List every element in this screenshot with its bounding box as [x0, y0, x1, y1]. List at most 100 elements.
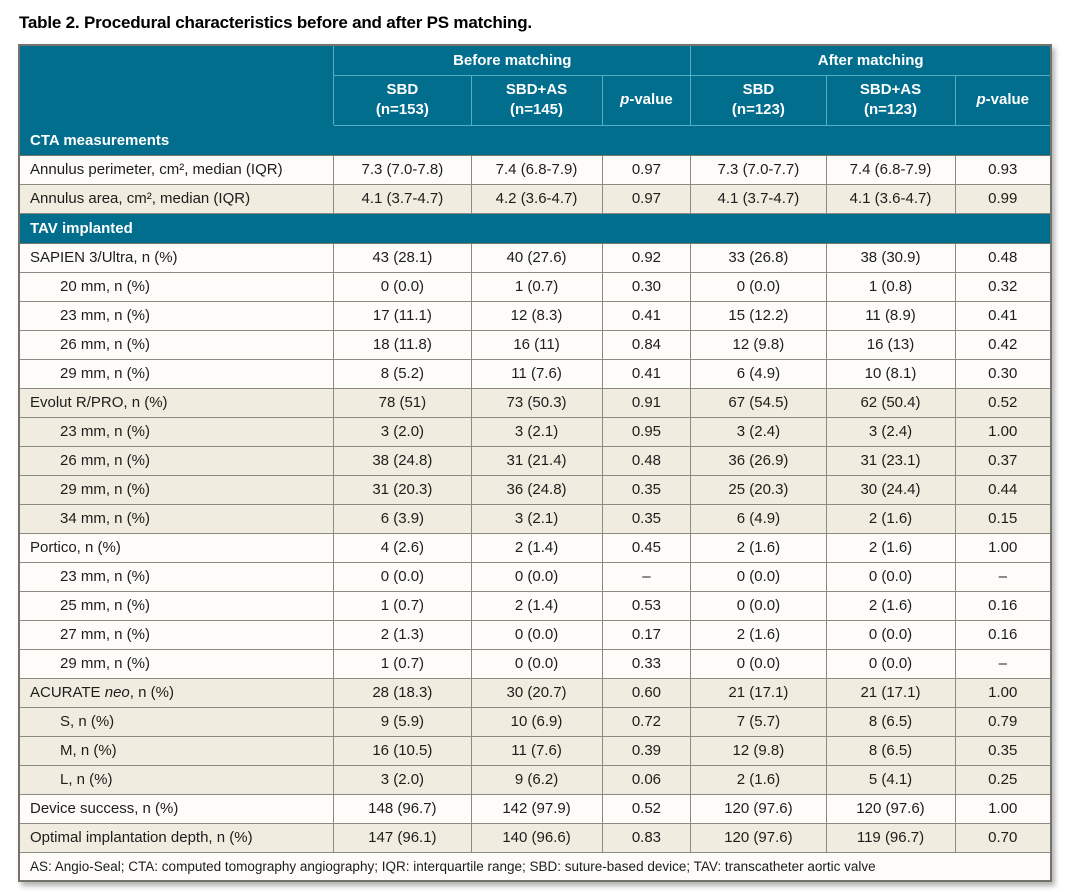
value-cell: 0 (0.0): [470, 648, 603, 679]
procedural-characteristics-table: Before matching After matching SBD (n=153…: [18, 44, 1052, 882]
value-cell: 0 (0.0): [333, 271, 472, 302]
table-row: Evolut R/PRO, n (%) 78 (51) 73 (50.3) 0.91 6…: [18, 387, 1052, 418]
value-cell: 140 (96.6): [470, 822, 603, 853]
value-cell: 120 (97.6): [690, 822, 827, 853]
value-cell: 1.00: [954, 532, 1052, 563]
value-cell: 2 (1.6): [825, 503, 956, 534]
abbreviations-footnote: AS: Angio-Seal; CTA: computed tomography…: [18, 851, 1052, 881]
table-row: 26 mm, n (%) 18 (11.8) 16 (11) 0.84 12 (9.8)…: [18, 329, 1052, 360]
value-cell: 7.3 (7.0-7.8): [333, 154, 472, 185]
value-cell: 0.53: [601, 590, 692, 621]
table-row: 34 mm, n (%) 6 (3.9) 3 (2.1) 0.35 6 (4.9) 2 (…: [18, 503, 1052, 534]
value-cell: 17 (11.1): [333, 300, 472, 331]
value-cell: 0.41: [601, 300, 692, 331]
value-cell: 0.45: [601, 532, 692, 563]
value-cell: 78 (51): [333, 387, 472, 418]
row-label: Optimal implantation depth, n (%): [18, 822, 335, 853]
value-cell: 6 (4.9): [690, 503, 827, 534]
row-label: S, n (%): [18, 706, 335, 737]
value-cell: 0.84: [601, 329, 692, 360]
value-cell: 1 (0.8): [825, 271, 956, 302]
table-row: 27 mm, n (%) 2 (1.3) 0 (0.0) 0.17 2 (1.6) 0 (…: [18, 619, 1052, 650]
value-cell: 0.70: [954, 822, 1052, 853]
value-cell: 7.3 (7.0-7.7): [690, 154, 827, 185]
value-cell: 11 (7.6): [470, 735, 603, 766]
value-cell: 0.95: [601, 416, 692, 447]
row-label: L, n (%): [18, 764, 335, 795]
value-cell: 9 (5.9): [333, 706, 472, 737]
table-row: 23 mm, n (%) 17 (11.1) 12 (8.3) 0.41 15 (12.…: [18, 300, 1052, 331]
value-cell: 2 (1.6): [690, 764, 827, 795]
header-columns-row: SBD (n=153) SBD+AS (n=145) p-value SBD (n=123)…: [19, 74, 1052, 126]
table-footer: AS: Angio-Seal; CTA: computed tomography…: [18, 851, 1052, 881]
value-cell: 28 (18.3): [333, 677, 472, 708]
value-cell: 31 (20.3): [333, 474, 472, 505]
table-row: 29 mm, n (%) 1 (0.7) 0 (0.0) 0.33 0 (0.0) 0 (…: [18, 648, 1052, 679]
table-body: CTA measurements Annulus perimeter, cm², …: [18, 124, 1052, 853]
table-header: Before matching After matching SBD (n=153…: [18, 44, 1052, 126]
value-cell: 0 (0.0): [333, 561, 472, 592]
column-header: SBD+AS (n=123): [825, 74, 956, 126]
value-cell: 7.4 (6.8-7.9): [470, 154, 603, 185]
value-cell: 5 (4.1): [825, 764, 956, 795]
row-label: 23 mm, n (%): [18, 300, 335, 331]
value-cell: 0.48: [954, 242, 1052, 273]
table-row: M, n (%) 16 (10.5) 11 (7.6) 0.39 12 (9.8) 8 (…: [18, 735, 1052, 766]
value-cell: 0.16: [954, 590, 1052, 621]
value-cell: 2 (1.6): [825, 590, 956, 621]
row-label: 23 mm, n (%): [18, 561, 335, 592]
value-cell: 6 (4.9): [690, 358, 827, 389]
value-cell: 0.91: [601, 387, 692, 418]
value-cell: 1 (0.7): [470, 271, 603, 302]
value-cell: 1 (0.7): [333, 648, 472, 679]
value-cell: 0 (0.0): [690, 561, 827, 592]
value-cell: 0.93: [954, 154, 1052, 185]
value-cell: 1.00: [954, 793, 1052, 824]
value-cell: 0.41: [601, 358, 692, 389]
column-header: SBD (n=123): [690, 74, 827, 126]
value-cell: 36 (24.8): [470, 474, 603, 505]
row-label: 29 mm, n (%): [18, 358, 335, 389]
table-row: Optimal implantation depth, n (%) 147 (96…: [18, 822, 1052, 853]
table-row: 20 mm, n (%) 0 (0.0) 1 (0.7) 0.30 0 (0.0) 1 (…: [18, 271, 1052, 302]
value-cell: 16 (10.5): [333, 735, 472, 766]
row-label: 26 mm, n (%): [18, 445, 335, 476]
row-label: ACURATE neo, n (%): [18, 677, 335, 708]
value-cell: 2 (1.6): [825, 532, 956, 563]
value-cell: 0 (0.0): [690, 648, 827, 679]
value-cell: 3 (2.0): [333, 416, 472, 447]
row-label: 29 mm, n (%): [18, 648, 335, 679]
row-label: 25 mm, n (%): [18, 590, 335, 621]
value-cell: 8 (5.2): [333, 358, 472, 389]
value-cell: 40 (27.6): [470, 242, 603, 273]
value-cell: 0.37: [954, 445, 1052, 476]
row-label: Device success, n (%): [18, 793, 335, 824]
row-label: 34 mm, n (%): [18, 503, 335, 534]
value-cell: 10 (8.1): [825, 358, 956, 389]
value-cell: 33 (26.8): [690, 242, 827, 273]
value-cell: 0 (0.0): [825, 619, 956, 650]
value-cell: 0.79: [954, 706, 1052, 737]
value-cell: 3 (2.0): [333, 764, 472, 795]
value-cell: 38 (24.8): [333, 445, 472, 476]
value-cell: 3 (2.4): [690, 416, 827, 447]
value-cell: 7.4 (6.8-7.9): [825, 154, 956, 185]
value-cell: 0.30: [954, 358, 1052, 389]
value-cell: 0.41: [954, 300, 1052, 331]
section-header: TAV implanted: [18, 212, 1052, 244]
value-cell: 7 (5.7): [690, 706, 827, 737]
row-label: Annulus area, cm², median (IQR): [18, 183, 335, 214]
value-cell: 0.97: [601, 183, 692, 214]
value-cell: –: [954, 561, 1052, 592]
value-cell: 15 (12.2): [690, 300, 827, 331]
row-label: M, n (%): [18, 735, 335, 766]
section-header: CTA measurements: [18, 124, 1052, 156]
value-cell: 0 (0.0): [690, 590, 827, 621]
table-row: S, n (%) 9 (5.9) 10 (6.9) 0.72 7 (5.7) 8 (6.5…: [18, 706, 1052, 737]
value-cell: 2 (1.4): [470, 590, 603, 621]
table-row: Annulus area, cm², median (IQR) 4.1 (3.7-…: [18, 183, 1052, 214]
value-cell: 2 (1.6): [690, 619, 827, 650]
column-header-pvalue: p-value: [954, 74, 1052, 126]
table-title: Table 2. Procedural characteristics befo…: [19, 13, 532, 32]
